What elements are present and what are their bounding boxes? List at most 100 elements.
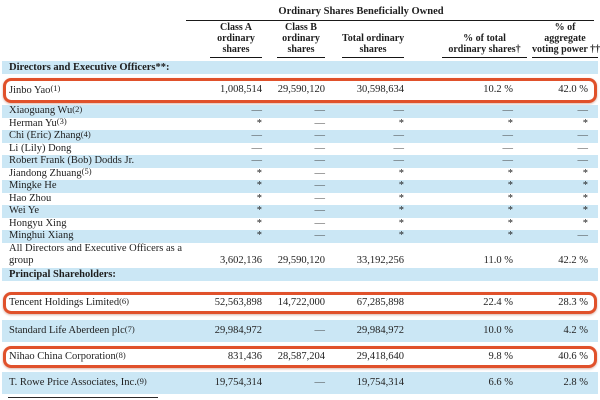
cell-class-b-shares: —: [314, 180, 326, 191]
holder-name: Tencent Holdings Limited(6): [2, 296, 190, 309]
cell-total-shares: *: [398, 167, 404, 179]
holder-name: Nihao China Corporation(8): [2, 350, 190, 363]
cell-class-b-shares: —: [314, 167, 326, 179]
cell-class-a-shares: *: [256, 230, 262, 241]
column-header-line: ordinary: [282, 33, 320, 44]
column-header-line: shares: [222, 44, 250, 55]
cell-total-shares: 19,754,314: [356, 376, 404, 388]
cell-class-a-shares: *: [256, 180, 262, 191]
cell-pct-total: *: [507, 180, 513, 191]
cell-pct-voting: 42.0 %: [558, 84, 588, 96]
column-header-line: shares: [287, 44, 315, 55]
footnote-ref: (8): [115, 349, 126, 360]
cell-class-b-shares: —: [314, 205, 326, 216]
table-row: Hao Zhou * — * * *: [2, 193, 598, 206]
table-row: Jinbo Yao(1) 1,008,514 29,590,120 30,598,63…: [2, 78, 598, 103]
table-row: Mingke He * — * * *: [2, 180, 598, 193]
cell-pct-total: *: [507, 167, 513, 179]
holder-label: Li (Lily) Dong: [9, 142, 72, 154]
holder-label: Robert Frank (Bob) Dodds Jr.: [9, 155, 135, 166]
cell-class-b-shares: —: [314, 230, 326, 241]
cell-total-shares: *: [398, 217, 404, 229]
cell-class-b-shares: —: [314, 217, 326, 229]
column-header-text: % of aggregate voting power ††: [532, 22, 600, 58]
holder-label: Herman Yu: [9, 117, 57, 129]
cell-class-b-shares: —: [314, 376, 326, 388]
column-header-pct-voting: % of aggregate voting power ††: [527, 22, 600, 58]
section-header-label: Principal Shareholders:: [9, 268, 116, 280]
holder-name: All Directors and Executive Officers as …: [2, 243, 190, 268]
holder-label: Tencent Holdings Limited: [9, 297, 120, 308]
holder-label: Xiaoguang Wu: [9, 105, 73, 116]
column-header-line: aggregate: [544, 33, 586, 44]
cell-total-shares: *: [398, 180, 404, 191]
cell-total-shares: 30,598,634: [356, 84, 404, 96]
cell-total-shares: —: [393, 130, 405, 141]
holder-name: Mingke He: [2, 180, 190, 193]
holder-name: Hongyu Xing: [2, 218, 190, 231]
cell-total-shares: —: [393, 105, 405, 116]
cell-total-shares: —: [393, 155, 405, 166]
cell-total-shares: *: [398, 230, 404, 241]
column-header-line: ordinary: [217, 33, 255, 44]
column-header-pct-total: % of total ordinary shares†: [404, 22, 527, 58]
holder-label: Hongyu Xing: [9, 217, 67, 229]
cell-class-b-shares: —: [314, 105, 326, 116]
footnote-ref: (3): [56, 116, 67, 126]
cell-class-b-shares: 28,587,204: [277, 350, 325, 362]
table-row: Minghui Xiang * — * * —: [2, 230, 598, 243]
cell-pct-voting: —: [577, 230, 589, 241]
cell-class-b-shares: 14,722,000: [277, 296, 325, 308]
cell-pct-total: 22.4 %: [483, 296, 513, 308]
cell-pct-total: *: [507, 217, 513, 229]
column-header-line: shares: [359, 44, 387, 55]
cell-class-a-shares: *: [256, 117, 262, 129]
holder-name: Wei Ye: [2, 205, 190, 218]
spanner-title: Ordinary Shares Beneficially Owned: [278, 6, 444, 17]
holder-name: Jinbo Yao(1): [2, 83, 190, 98]
table-row: Nihao China Corporation(8) 831,436 28,587,…: [2, 345, 598, 368]
table-row: Chi (Eric) Zhang(4) — — — — —: [2, 129, 598, 143]
footnote-ref: (1): [50, 83, 61, 94]
holder-name: Chi (Eric) Zhang(4): [2, 129, 190, 143]
cell-class-a-shares: *: [256, 217, 262, 229]
cell-total-shares: *: [398, 192, 404, 204]
footnote-ref: (4): [80, 128, 91, 139]
spanner-underline: [186, 20, 594, 21]
column-header-line: voting power ††: [532, 44, 600, 55]
holder-label: Jiandong Zhuang: [9, 167, 82, 179]
cell-pct-total: —: [502, 105, 514, 116]
section-header-label: Directors and Executive Officers**:: [9, 62, 170, 73]
holder-label: All Directors and Executive Officers as …: [9, 242, 182, 267]
footnote-ref: (5): [81, 166, 92, 176]
cell-class-b-shares: —: [314, 192, 326, 204]
cell-class-a-shares: 1,008,514: [220, 84, 262, 96]
cell-pct-voting: 2.8 %: [563, 376, 589, 388]
cell-pct-total: 9.8 %: [488, 350, 514, 362]
cell-total-shares: 67,285,898: [356, 296, 404, 308]
cell-total-shares: *: [398, 205, 404, 216]
holder-name: Herman Yu(3): [2, 116, 190, 131]
cell-total-shares: 29,418,640: [356, 350, 404, 362]
cell-class-a-shares: —: [251, 105, 263, 116]
cell-total-shares: 33,192,256: [356, 255, 404, 266]
table-header: Ordinary Shares Beneficially Owned Class…: [0, 0, 600, 61]
cell-pct-voting: 40.6 %: [558, 350, 588, 362]
holder-label: Wei Ye: [9, 205, 40, 216]
cell-class-a-shares: 3,602,136: [220, 255, 262, 266]
column-header-line: Class B: [285, 22, 317, 33]
cell-pct-total: *: [507, 117, 513, 129]
cell-pct-total: *: [507, 205, 513, 216]
cell-class-a-shares: *: [256, 205, 262, 216]
table-row: Standard Life Aberdeen plc(7) 29,984,972 —…: [2, 319, 598, 342]
holder-name: Xiaoguang Wu(2): [2, 104, 190, 118]
footnote-separator: [8, 396, 158, 398]
cell-class-b-shares: 29,590,120: [277, 84, 325, 96]
holder-label: Hao Zhou: [9, 192, 52, 204]
section-principal: Principal Shareholders: Tencent Holdings …: [0, 267, 600, 394]
